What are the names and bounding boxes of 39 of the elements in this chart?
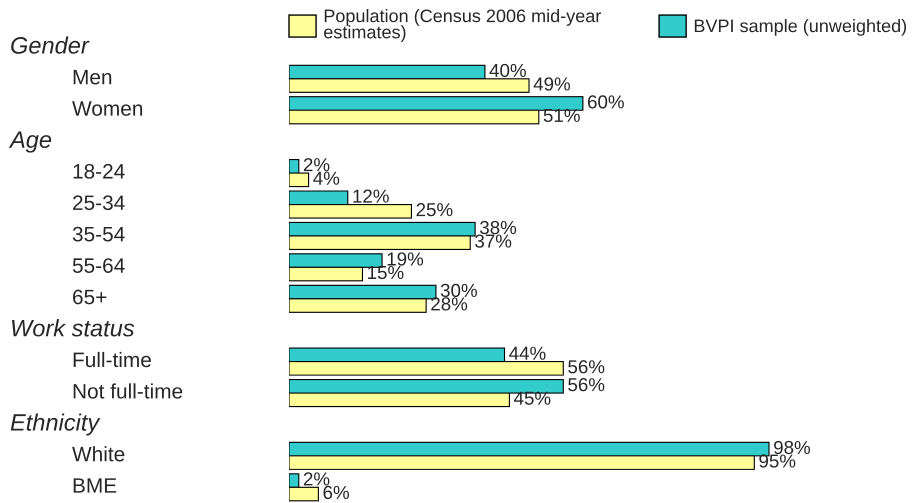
data-label: 98% bbox=[774, 440, 810, 454]
y-tick-label: 55-64 bbox=[72, 258, 125, 273]
y-tick-label: Men bbox=[74, 70, 112, 84]
data-label: 2% bbox=[304, 158, 330, 172]
data-label: 40% bbox=[490, 64, 526, 78]
data-label: 44% bbox=[509, 346, 546, 360]
data-label: 4% bbox=[313, 172, 340, 185]
y-tick-label: 35-54 bbox=[72, 226, 125, 242]
legend-label: Population (Census 2006 mid-year estimates) bbox=[324, 9, 602, 42]
data-label: 6% bbox=[324, 486, 349, 500]
data-label: 51% bbox=[544, 108, 580, 122]
y-tick-label: 65+ bbox=[73, 290, 106, 304]
data-label: 56% bbox=[568, 378, 604, 392]
data-label: 45% bbox=[514, 392, 550, 405]
data-label: 28% bbox=[431, 297, 468, 311]
text: Age bbox=[8, 132, 52, 153]
data-label: 15% bbox=[368, 266, 404, 280]
y-tick-label: Full-time bbox=[74, 352, 151, 368]
text: Work status bbox=[12, 319, 134, 337]
text: Ethnicity bbox=[10, 413, 100, 436]
data-label: 56% bbox=[568, 360, 604, 374]
text: Gender bbox=[11, 36, 90, 54]
data-label: 37% bbox=[475, 234, 512, 248]
data-label: 38% bbox=[480, 220, 516, 234]
data-label: 12% bbox=[353, 190, 389, 203]
data-label: 19% bbox=[388, 252, 424, 266]
data-label: 95% bbox=[759, 454, 796, 468]
y-tick-label: Women bbox=[72, 101, 142, 116]
data-label: 2% bbox=[304, 472, 330, 486]
data-label: 49% bbox=[534, 77, 570, 91]
data-label: 25% bbox=[416, 203, 452, 216]
data-label: 60% bbox=[588, 95, 624, 109]
y-tick-label: BME bbox=[74, 478, 116, 493]
y-tick-label: 25-34 bbox=[73, 195, 125, 210]
data-label: 30% bbox=[440, 284, 477, 298]
y-tick-label: 18-24 bbox=[74, 164, 125, 179]
legend-label: BVPI sample (unweighted) bbox=[694, 18, 906, 36]
y-tick-label: Not full-time bbox=[74, 383, 182, 399]
y-tick-label: White bbox=[72, 446, 124, 462]
